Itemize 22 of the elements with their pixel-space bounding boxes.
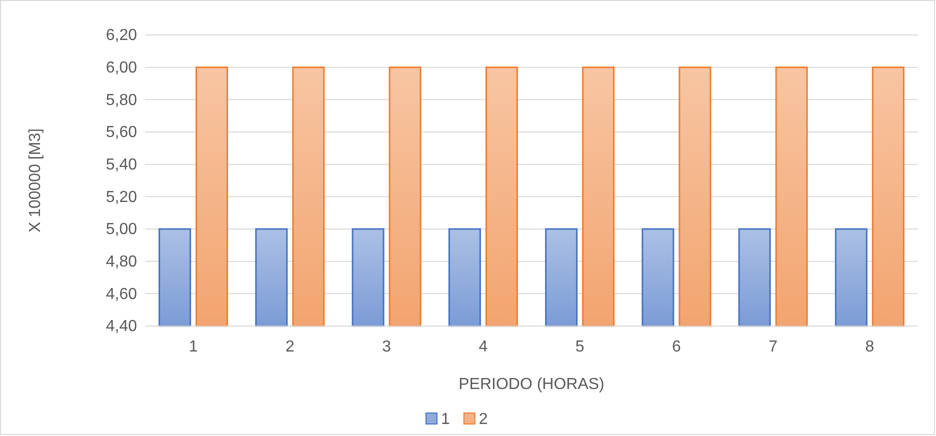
legend-label: 2 [478, 411, 488, 428]
y-tick-label: 5,00 [106, 221, 138, 238]
y-tick-label: 6,20 [106, 27, 138, 44]
legend-label: 1 [441, 411, 450, 428]
x-tick-label: 5 [575, 338, 584, 356]
y-tick-label: 4,60 [106, 286, 138, 303]
y-tick-label: 5,20 [106, 188, 138, 206]
x-tick-label: 7 [768, 338, 778, 356]
x-tick-label: 6 [672, 338, 681, 356]
y-tick-label: 6,00 [106, 59, 138, 76]
x-tick-label: 1 [188, 338, 198, 356]
y-tick-label: 5,80 [106, 92, 138, 109]
x-tick-label: 8 [865, 338, 874, 356]
y-tick-label: 5,40 [106, 156, 138, 174]
y-tick-label: 5,60 [106, 124, 138, 142]
x-tick-label: 2 [285, 338, 294, 356]
y-tick-label: 4,40 [106, 318, 138, 336]
y-tick-label: 4,80 [106, 253, 138, 270]
y-axis-title: X 100000 [M3] [27, 128, 44, 233]
x-axis-title: PERIODO (HORAS) [458, 376, 604, 393]
x-tick-label: 3 [382, 338, 392, 356]
x-tick-label: 4 [478, 338, 488, 356]
